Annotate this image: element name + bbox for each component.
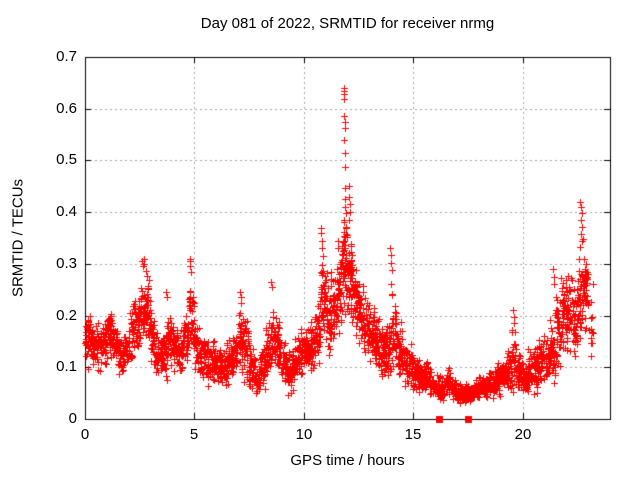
y-tick-label: 0.6 [56, 100, 77, 117]
x-tick-label: 5 [189, 426, 199, 443]
x-tick-label: 0 [80, 426, 90, 443]
y-tick-label: 0 [68, 410, 77, 427]
x-axis-label: GPS time / hours [290, 452, 405, 469]
y-tick-label: 0.1 [56, 358, 77, 375]
y-tick-label: 0.3 [56, 255, 77, 272]
x-tick-label: 10 [295, 426, 313, 443]
y-tick-label: 0.5 [56, 151, 77, 168]
y-tick-label: 0.7 [56, 48, 77, 65]
x-tick-label: 20 [514, 426, 532, 443]
x-tick-label: 15 [404, 426, 422, 443]
chart-title: Day 081 of 2022, SRMTID for receiver nrm… [200, 15, 495, 32]
y-tick-label: 0.4 [56, 203, 77, 220]
y-axis-label: SRMTID / TECUs [9, 178, 27, 298]
y-tick-label: 0.2 [56, 307, 77, 324]
